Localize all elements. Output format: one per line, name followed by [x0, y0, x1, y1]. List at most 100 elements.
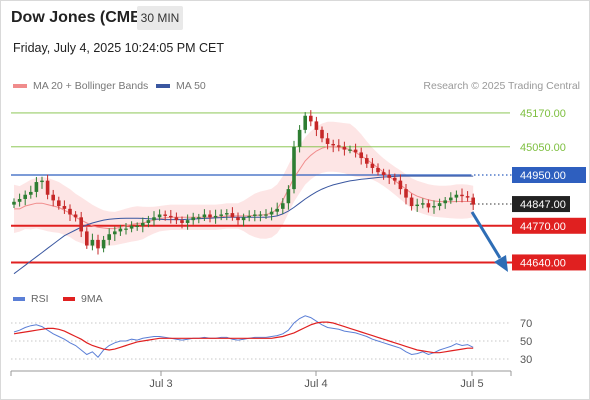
candle-body — [79, 217, 83, 232]
candle-body — [376, 167, 380, 173]
candle-body — [174, 217, 179, 221]
candle-body — [141, 222, 145, 226]
candle-body — [107, 234, 111, 240]
candle-body — [443, 200, 447, 204]
candle-body — [370, 163, 375, 168]
candle-body — [85, 231, 89, 246]
candle-body — [208, 214, 212, 218]
candle-body — [426, 203, 431, 208]
candle-body — [90, 239, 95, 246]
candle-body — [185, 220, 190, 223]
candle-body — [353, 149, 358, 153]
candle-body — [387, 175, 391, 178]
candle-body — [73, 214, 78, 218]
candle-body — [129, 225, 134, 229]
rsi-line — [13, 315, 474, 358]
candle-body — [292, 146, 296, 190]
credit-text: Research © 2025 Trading Central — [423, 80, 580, 92]
candle-body — [393, 177, 397, 181]
legend-ma20: MA 20 + Bollinger Bands — [13, 80, 148, 92]
candle-body — [415, 204, 419, 207]
legend-ma20-label: MA 20 + Bollinger Bands — [33, 80, 149, 92]
support-label-44770.00: 44770.00 — [520, 221, 566, 233]
candle-body — [465, 196, 470, 198]
resistance-label-45050.00: 45050.00 — [520, 142, 566, 154]
rsi-swatch — [13, 297, 25, 302]
candle-body — [23, 194, 27, 199]
timeframe-button[interactable]: 30 MIN — [137, 6, 183, 30]
candle-body — [247, 215, 251, 218]
candle-body — [359, 152, 363, 159]
candle-body — [62, 206, 67, 209]
candle-body — [432, 206, 436, 208]
candle-body — [197, 217, 201, 219]
current-level-tag — [512, 167, 586, 183]
candle-body — [264, 214, 268, 216]
candle-body — [281, 203, 285, 209]
candle-body — [471, 197, 475, 205]
candle-body — [152, 217, 156, 221]
candle-body — [275, 208, 279, 212]
bollinger-band — [14, 121, 474, 247]
candle-body — [449, 197, 453, 201]
candle-body — [437, 203, 442, 207]
support-label-44640.00: 44640.00 — [520, 257, 566, 269]
candle-body — [421, 203, 425, 205]
ma20-swatch — [13, 84, 27, 89]
candle-body — [135, 225, 139, 227]
rsi-ma-swatch — [63, 297, 75, 302]
candle-body — [409, 197, 414, 207]
candle-body — [404, 189, 408, 198]
rsi-tick-70: 70 — [520, 318, 532, 330]
current-level-label: 44950.00 — [520, 170, 566, 182]
candle-body — [342, 146, 347, 150]
header: Dow Jones (CME) 30 MIN — [0, 0, 590, 36]
candle-body — [258, 214, 263, 216]
legend-ma50: MA 50 — [156, 80, 206, 92]
legend-rsi: RSI — [13, 293, 49, 305]
candle-body — [202, 214, 207, 218]
support-tag-44770.00 — [512, 217, 586, 234]
forecast-arrow-shaft — [470, 211, 502, 259]
candle-body — [213, 215, 218, 218]
candle-body — [68, 208, 72, 215]
candle-body — [337, 145, 341, 147]
candle-body — [124, 228, 128, 230]
x-tick-label: Jul 5 — [460, 378, 483, 390]
x-tick-label: Jul 3 — [149, 378, 172, 390]
candle-body — [365, 158, 369, 164]
instrument-title: Dow Jones (CME) — [11, 9, 147, 26]
rsi-ma-line — [13, 321, 474, 354]
legend-rsi-ma: 9MA — [63, 293, 103, 305]
timestamp: Friday, July 4, 2025 10:24:05 PM CET — [13, 41, 224, 55]
candle-body — [241, 217, 246, 221]
candle-body — [101, 239, 106, 249]
candle-body — [398, 180, 403, 190]
candle-body — [180, 220, 184, 223]
ma50-swatch — [156, 84, 170, 89]
candle-body — [57, 200, 61, 207]
candle-body — [331, 143, 335, 146]
legend-rsi-label: RSI — [31, 293, 49, 305]
candle-body — [253, 214, 257, 216]
candle-body — [45, 180, 50, 195]
candle-body — [286, 189, 291, 204]
candle-body — [118, 228, 123, 232]
candle-body — [29, 191, 33, 195]
candle-body — [297, 129, 302, 147]
candle-body — [17, 198, 22, 202]
candle-body — [320, 129, 324, 139]
candle-body — [219, 214, 223, 216]
last-price-label: 44847.00 — [520, 199, 566, 211]
candle-body — [96, 239, 100, 249]
legend-rsi-ma-label: 9MA — [81, 293, 103, 305]
support-tag-44640.00 — [512, 254, 586, 271]
candle-body — [348, 149, 352, 151]
candle-body — [460, 194, 464, 197]
candle-body — [309, 115, 313, 122]
resistance-label-45170.00: 45170.00 — [520, 108, 566, 120]
candle-body — [34, 182, 39, 192]
candle-body — [236, 217, 240, 221]
x-tick-label: Jul 4 — [304, 378, 327, 390]
